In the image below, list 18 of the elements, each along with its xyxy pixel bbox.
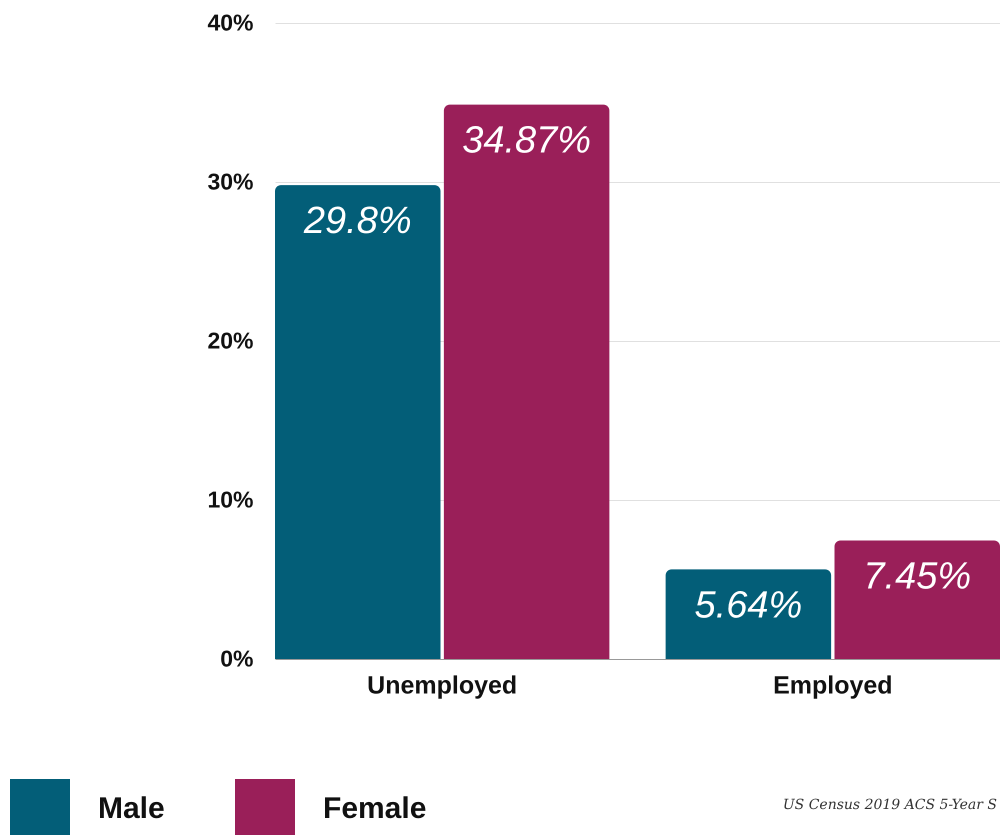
bar [666,569,832,659]
y-tick-label: 40% [207,10,254,36]
data-label: 29.8% [302,200,412,242]
bar [275,185,440,659]
bar [444,104,610,659]
data-label: 34.87% [462,120,592,162]
text: US Census 2019 ACS 5-Year S [782,797,997,813]
y-tick-label: 0% [220,646,254,672]
bar [834,540,1000,659]
x-tick-label: Unemployed [367,672,518,700]
data-label: 5.64% [694,584,802,626]
y-tick-label: 10% [207,486,254,512]
y-tick-label: 20% [207,328,254,354]
data-label: 7.45% [863,556,972,598]
x-tick-label: Employed [773,672,893,700]
y-tick-label: 30% [207,168,254,194]
legend-label: Female [323,792,426,825]
legend-label: Male [98,792,165,825]
